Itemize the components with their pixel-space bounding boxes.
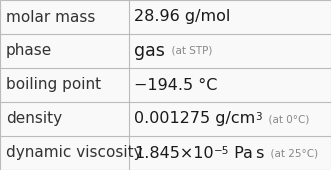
- Text: dynamic viscosity: dynamic viscosity: [6, 146, 143, 160]
- Text: density: density: [6, 112, 62, 126]
- Text: (at 25°C): (at 25°C): [264, 148, 318, 158]
- Text: 28.96 g/mol: 28.96 g/mol: [134, 10, 230, 24]
- Text: (at 0°C): (at 0°C): [262, 114, 309, 124]
- Text: (at STP): (at STP): [165, 46, 212, 56]
- Text: molar mass: molar mass: [6, 10, 95, 24]
- Text: 3: 3: [255, 112, 262, 122]
- Text: Pa s: Pa s: [229, 146, 264, 160]
- Text: boiling point: boiling point: [6, 78, 101, 92]
- Text: 1.845×10: 1.845×10: [134, 146, 214, 160]
- Text: −194.5 °C: −194.5 °C: [134, 78, 217, 92]
- Text: 0.001275 g/cm: 0.001275 g/cm: [134, 112, 255, 126]
- Text: gas: gas: [134, 42, 165, 60]
- Text: phase: phase: [6, 44, 52, 58]
- Text: −5: −5: [214, 146, 229, 156]
